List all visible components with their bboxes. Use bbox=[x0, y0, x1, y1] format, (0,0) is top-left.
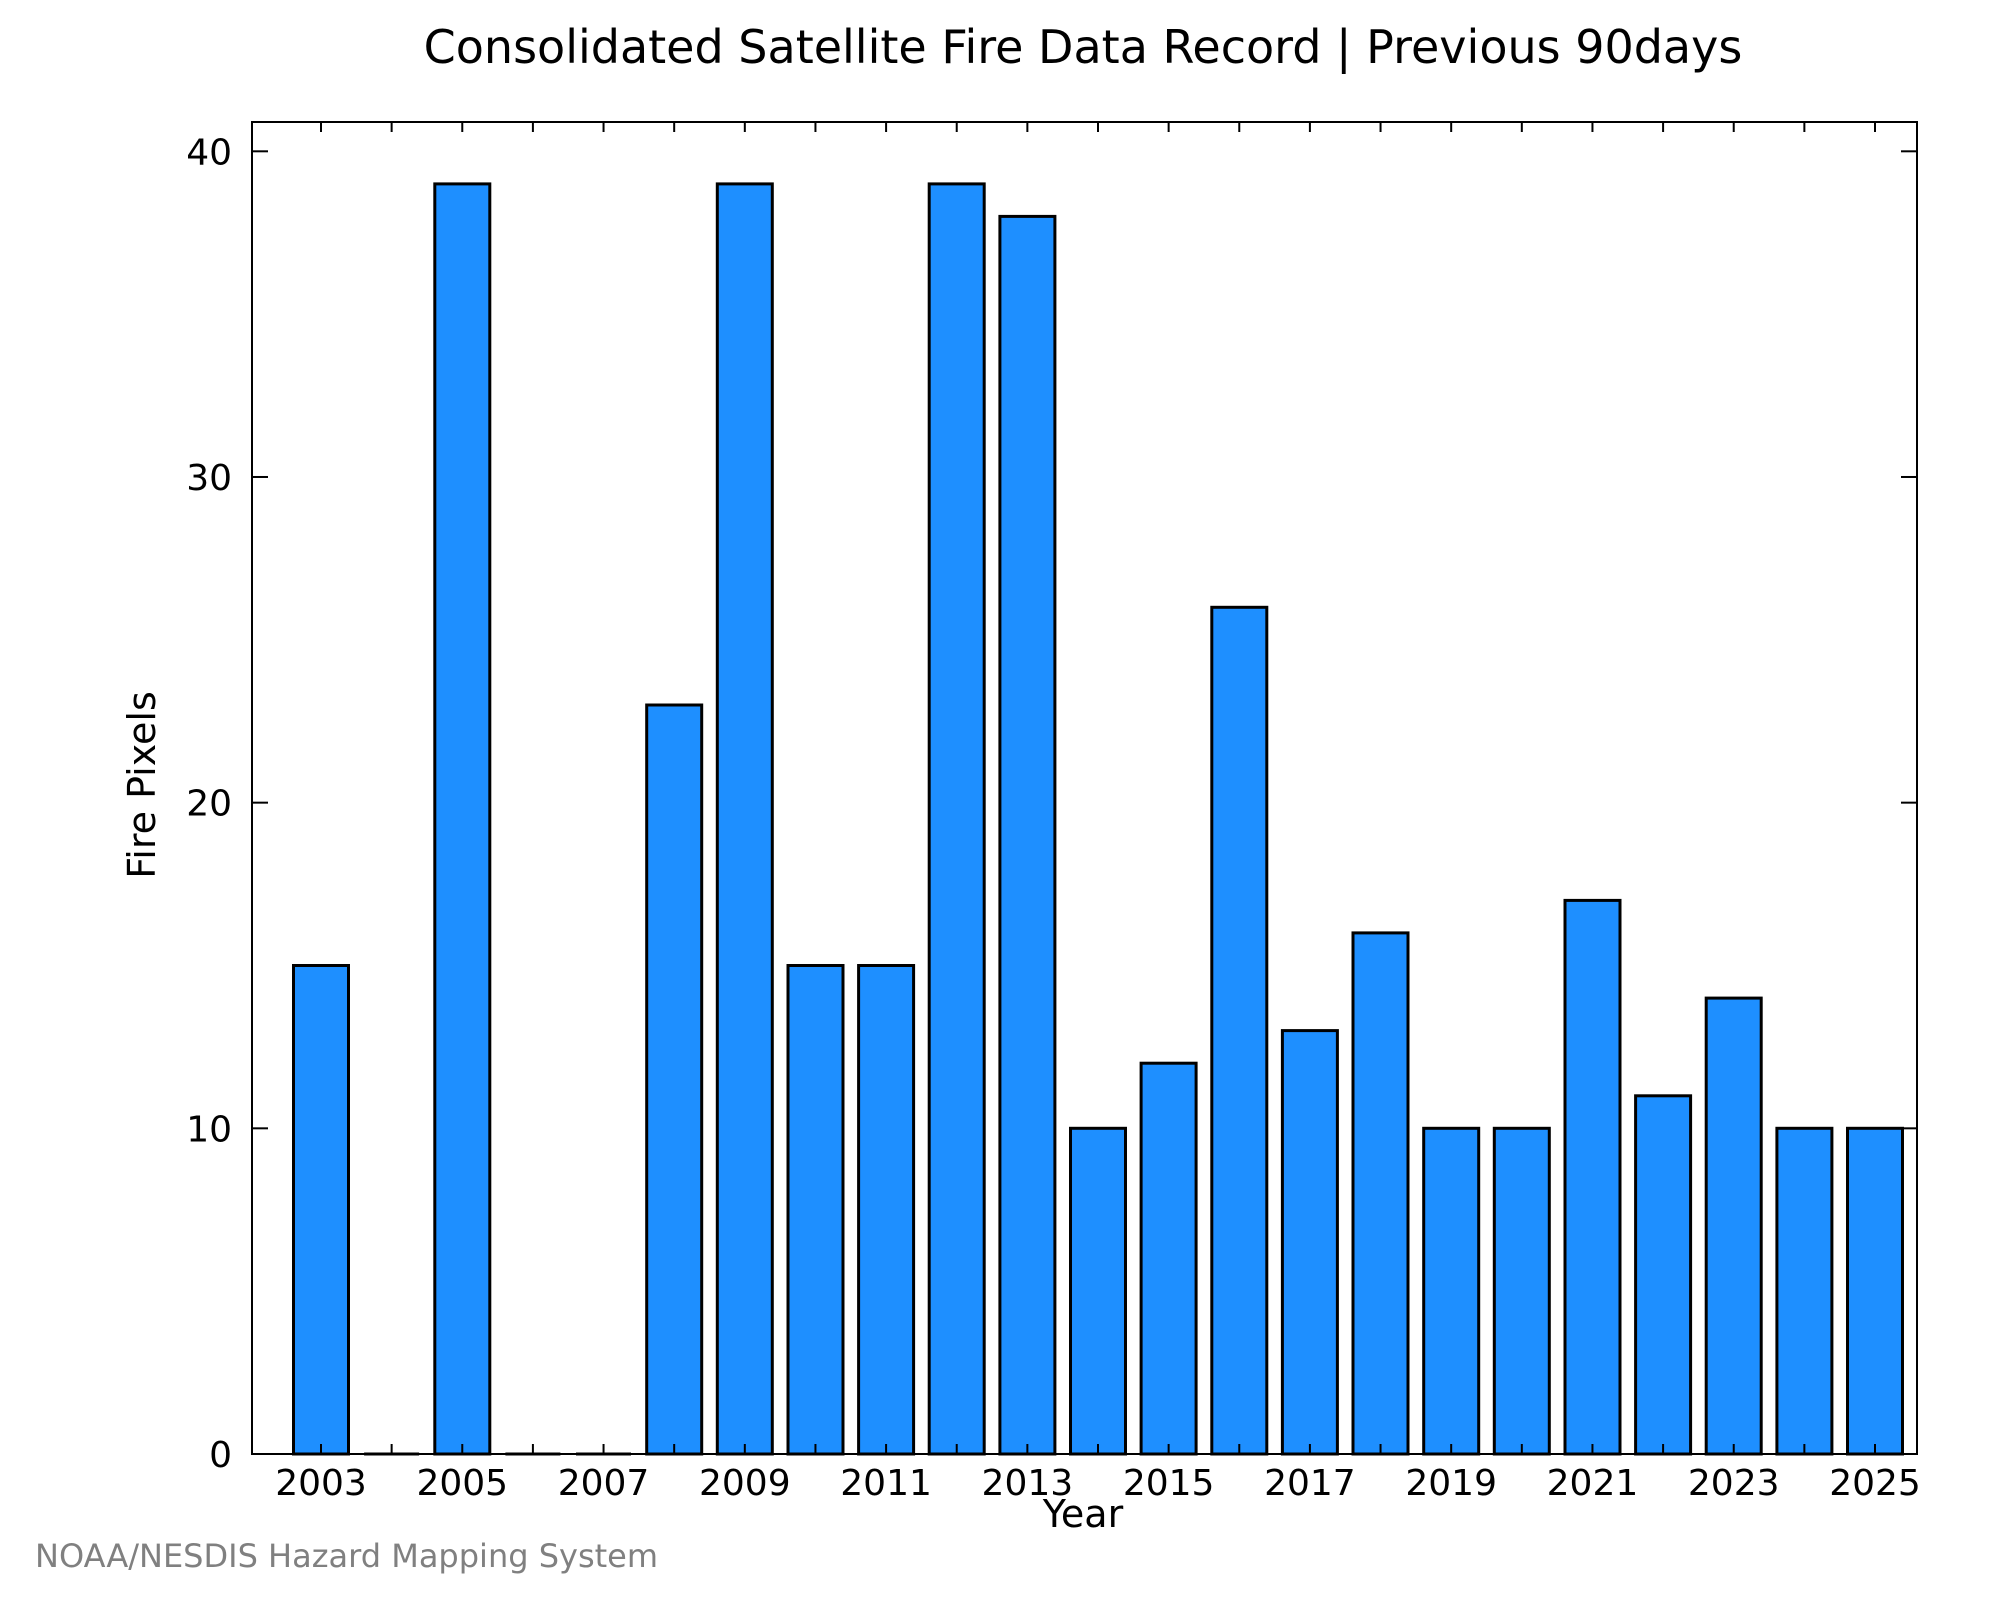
bar-2025 bbox=[1848, 1128, 1903, 1454]
bar-2022 bbox=[1636, 1096, 1691, 1454]
bar-chart: Consolidated Satellite Fire Data Record … bbox=[0, 0, 2000, 1600]
y-axis-label: Fire Pixels bbox=[120, 691, 164, 879]
x-tick-label: 2025 bbox=[1829, 1463, 1921, 1504]
bar-2013 bbox=[1000, 216, 1055, 1454]
bar-2011 bbox=[859, 966, 914, 1455]
x-tick-label: 2011 bbox=[840, 1463, 932, 1504]
x-tick-label: 2005 bbox=[416, 1463, 508, 1504]
x-tick-label: 2023 bbox=[1688, 1463, 1780, 1504]
bar-2012 bbox=[929, 184, 984, 1454]
bar-2016 bbox=[1212, 607, 1267, 1454]
x-tick-label: 2017 bbox=[1264, 1463, 1356, 1504]
chart-title: Consolidated Satellite Fire Data Record … bbox=[424, 20, 1743, 75]
bar-2010 bbox=[788, 966, 843, 1455]
bar-2008 bbox=[647, 705, 702, 1454]
bar-2018 bbox=[1353, 933, 1408, 1454]
x-tick-label: 2019 bbox=[1405, 1463, 1497, 1504]
bar-2003 bbox=[294, 966, 349, 1455]
x-tick-label: 2003 bbox=[275, 1463, 367, 1504]
x-tick-label: 2007 bbox=[558, 1463, 650, 1504]
bar-2017 bbox=[1282, 1031, 1337, 1454]
x-tick-label: 2015 bbox=[1123, 1463, 1215, 1504]
x-tick-label: 2009 bbox=[699, 1463, 791, 1504]
bar-2019 bbox=[1424, 1128, 1479, 1454]
bar-2023 bbox=[1706, 998, 1761, 1454]
bar-2009 bbox=[717, 184, 772, 1454]
x-tick-label: 2021 bbox=[1547, 1463, 1639, 1504]
x-axis-label: Year bbox=[1042, 1492, 1124, 1536]
bar-2024 bbox=[1777, 1128, 1832, 1454]
bar-2015 bbox=[1141, 1063, 1196, 1454]
bar-2020 bbox=[1494, 1128, 1549, 1454]
credit-text: NOAA/NESDIS Hazard Mapping System bbox=[35, 1537, 658, 1575]
y-tick-label: 20 bbox=[186, 784, 232, 825]
bar-2014 bbox=[1071, 1128, 1126, 1454]
y-tick-label: 30 bbox=[186, 458, 232, 499]
bar-2021 bbox=[1565, 900, 1620, 1454]
y-tick-label: 0 bbox=[209, 1435, 232, 1476]
bar-2005 bbox=[435, 184, 490, 1454]
y-tick-label: 10 bbox=[186, 1109, 232, 1150]
y-tick-label: 40 bbox=[186, 132, 232, 173]
